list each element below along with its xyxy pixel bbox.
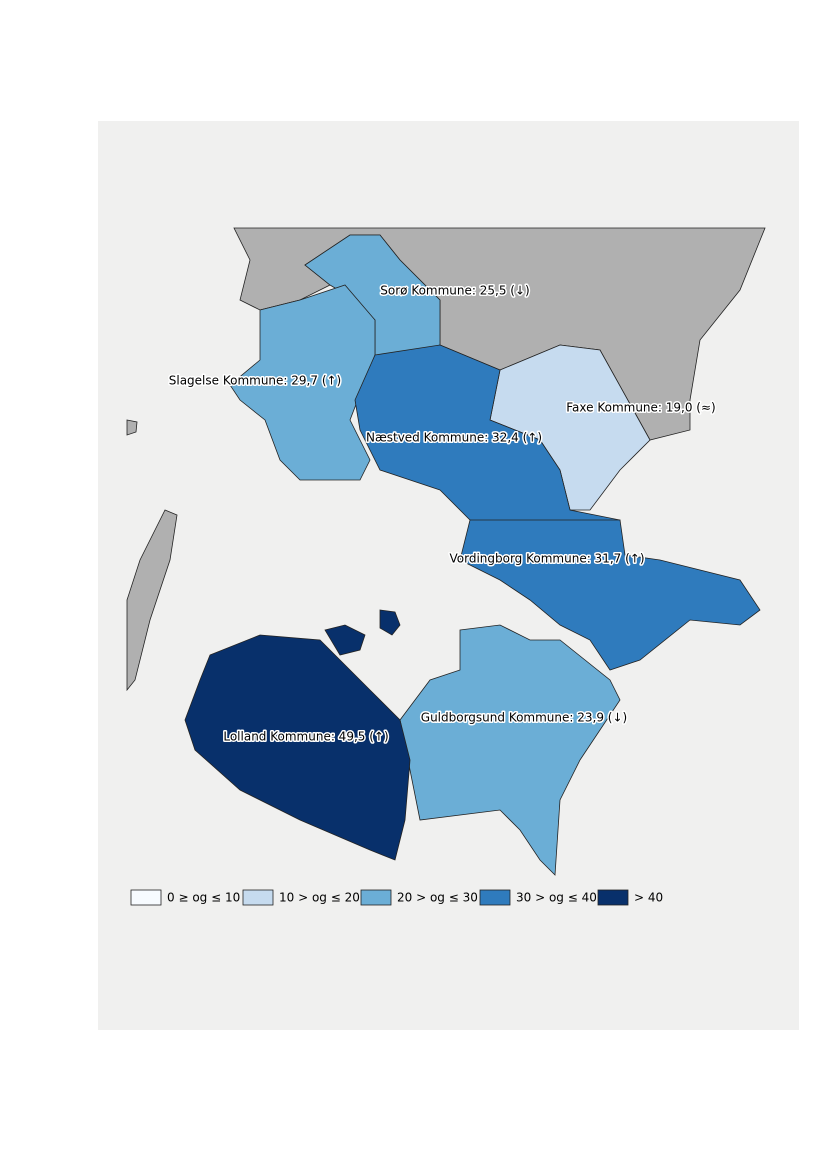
- legend-swatch: [479, 889, 511, 906]
- legend-swatch: [597, 889, 629, 906]
- map: [126, 227, 766, 876]
- region-island: [324, 624, 366, 656]
- legend-swatch: [360, 889, 392, 906]
- legend-label: 20 > og ≤ 30: [397, 891, 478, 905]
- region: [399, 624, 621, 876]
- map-labels: Sorø Kommune: 25,5 (↓) Slagelse Kommune:…: [167, 282, 717, 745]
- region: [184, 634, 411, 861]
- legend-label: > 40: [634, 891, 663, 905]
- neighbour-island: [126, 509, 178, 692]
- region: [229, 284, 376, 481]
- legend-swatch: [242, 889, 274, 906]
- legend-label: 0 ≥ og ≤ 10: [167, 891, 240, 905]
- legend-label: 30 > og ≤ 40: [516, 891, 597, 905]
- region-label: Vordingborg Kommune: 31,7 (↑): [449, 552, 644, 566]
- region-label: Næstved Kommune: 32,4 (↑): [366, 431, 542, 445]
- region-label: Faxe Kommune: 19,0 (≈): [566, 401, 715, 415]
- region-label: Lolland Kommune: 49,5 (↑): [223, 730, 388, 744]
- neighbour-coast: [126, 419, 138, 436]
- region-label: Guldborgsund Kommune: 23,9 (↓): [421, 711, 627, 725]
- region: [459, 519, 761, 671]
- region-label: Slagelse Kommune: 29,7 (↑): [169, 374, 341, 388]
- legend-swatch: [130, 889, 162, 906]
- region-island: [379, 609, 401, 636]
- region-label: Sorø Kommune: 25,5 (↓): [380, 284, 529, 298]
- legend: 0 ≥ og ≤ 10 10 > og ≤ 20 20 > og ≤ 30 30 > …: [130, 889, 663, 906]
- legend-label: 10 > og ≤ 20: [279, 891, 360, 905]
